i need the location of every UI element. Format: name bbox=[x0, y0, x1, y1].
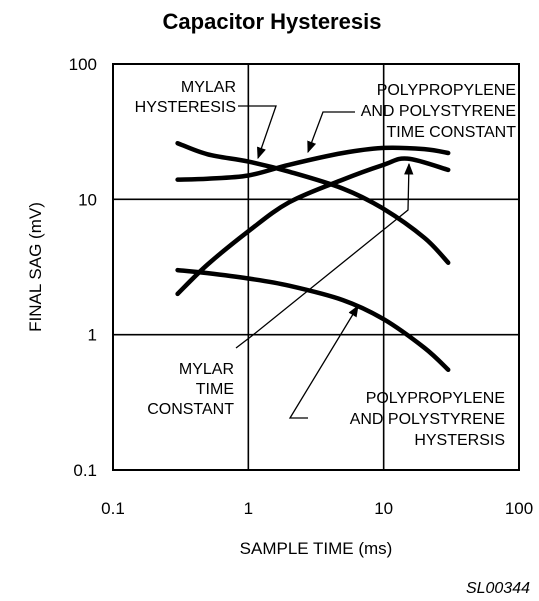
annotation-pp-ps-hysteresis-arrow bbox=[288, 304, 359, 419]
annotation-mylar-time-constant: MYLAR TIME CONSTANT bbox=[147, 162, 414, 418]
y-tick-label: 0.1 bbox=[73, 461, 97, 480]
series-line-pp-ps-time-constant bbox=[175, 145, 451, 182]
annotation-pp-ps-hysteresis: POLYPROPYLENE AND POLYSTYRENE HYSTERSIS bbox=[288, 304, 505, 449]
y-tick-label: 10 bbox=[78, 190, 97, 209]
annotation-pp-ps-hysteresis-line-2: AND POLYSTYRENE bbox=[350, 411, 505, 428]
tick-labels: 0.1 1 10 100 100 10 1 0.1 bbox=[69, 55, 534, 518]
x-tick-label: 0.1 bbox=[101, 499, 125, 518]
grid bbox=[113, 64, 519, 470]
annotation-pp-ps-time-constant-line-3: TIME CONSTANT bbox=[387, 124, 517, 141]
annotation-pp-ps-time-constant: POLYPROPYLENE AND POLYSTYRENE TIME CONST… bbox=[307, 82, 517, 154]
y-tick-label: 1 bbox=[88, 326, 97, 345]
annotation-mylar-hysteresis: MYLAR HYSTERESIS bbox=[135, 79, 277, 160]
x-tick-label: 10 bbox=[374, 499, 393, 518]
x-tick-label: 100 bbox=[505, 499, 533, 518]
annotation-pp-ps-time-constant-line-1: POLYPROPYLENE bbox=[377, 82, 516, 99]
plot-frame bbox=[112, 63, 520, 471]
annotation-mylar-hysteresis-line-1: MYLAR bbox=[181, 79, 236, 96]
annotation-pp-ps-time-constant-line-2: AND POLYSTYRENE bbox=[361, 103, 516, 120]
annotation-pp-ps-time-constant-arrow bbox=[307, 111, 355, 154]
annotation-mylar-hysteresis-arrow bbox=[238, 105, 277, 160]
chart-title: Capacitor Hysteresis bbox=[163, 9, 382, 34]
annotation-mylar-time-constant-line-2: TIME bbox=[196, 381, 234, 398]
annotation-mylar-time-constant-arrow bbox=[235, 162, 414, 349]
annotation-mylar-time-constant-line-3: CONSTANT bbox=[147, 401, 234, 418]
x-axis-label: SAMPLE TIME (ms) bbox=[240, 539, 393, 558]
y-tick-label: 100 bbox=[69, 55, 97, 74]
annotation-mylar-time-constant-line-1: MYLAR bbox=[179, 361, 234, 378]
series-layer bbox=[175, 140, 451, 373]
figure-code: SL00344 bbox=[466, 580, 530, 597]
x-tick-label: 1 bbox=[244, 499, 253, 518]
series-line-pp-ps-hysteresis bbox=[175, 267, 451, 373]
series-line-mylar-hysteresis bbox=[175, 140, 451, 265]
annotation-pp-ps-hysteresis-line-3: HYSTERSIS bbox=[414, 432, 505, 449]
annotation-pp-ps-hysteresis-line-1: POLYPROPYLENE bbox=[366, 390, 505, 407]
y-axis-label: FINAL SAG (mV) bbox=[26, 202, 45, 332]
series-line-mylar-time-constant bbox=[175, 156, 451, 297]
annotation-mylar-hysteresis-line-2: HYSTERESIS bbox=[135, 99, 236, 116]
